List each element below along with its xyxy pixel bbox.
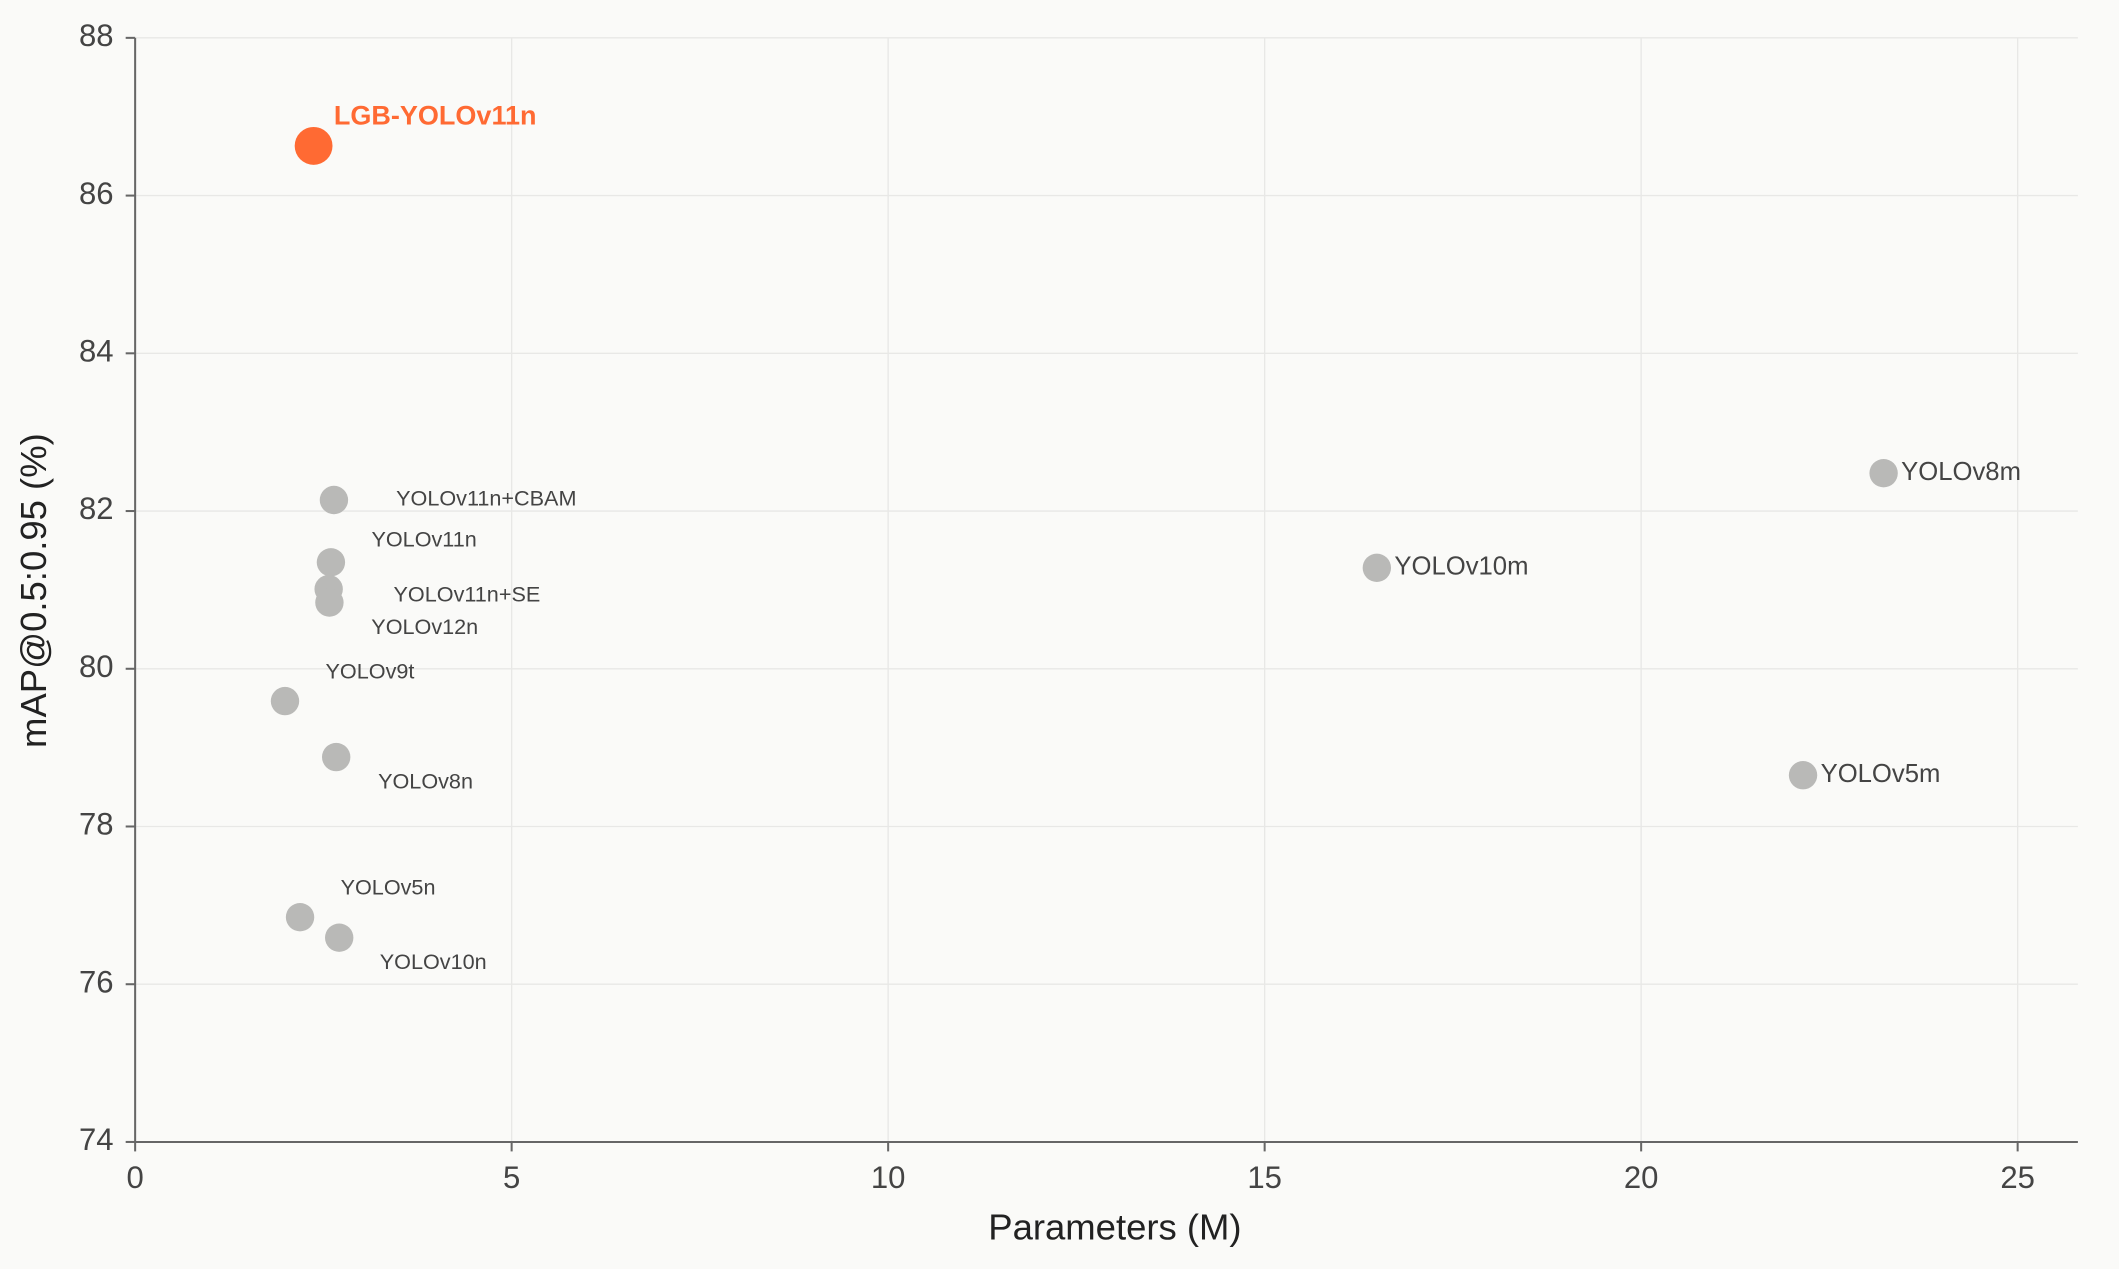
- point: [319, 485, 349, 515]
- point-label: YOLOv12n: [371, 614, 478, 639]
- y-tick-label: 76: [79, 964, 114, 999]
- y-tick-label: 80: [79, 649, 114, 684]
- x-tick-label: 20: [1624, 1160, 1659, 1195]
- point: [322, 742, 351, 772]
- x-tick-label: 15: [1247, 1160, 1282, 1195]
- point: [315, 588, 344, 617]
- point-label: YOLOv8n: [378, 768, 473, 793]
- point: [316, 548, 346, 577]
- point-label: YOLOv5m: [1821, 760, 1941, 788]
- x-tick-label: 5: [503, 1160, 520, 1195]
- point: [294, 126, 333, 165]
- point-label: YOLOv8m: [1901, 458, 2021, 486]
- point-label: YOLOv10n: [380, 949, 487, 974]
- y-tick-label: 82: [79, 491, 114, 526]
- point-label: LGB-YOLOv11n: [334, 101, 537, 131]
- y-tick-label: 88: [79, 18, 114, 53]
- y-axis-label: mAP@0.5:0.95 (%): [13, 433, 54, 748]
- y-tick-label: 84: [79, 334, 114, 369]
- point-label: YOLOv10m: [1394, 553, 1528, 581]
- y-tick-label: 74: [79, 1122, 114, 1157]
- point-label: YOLOv5n: [341, 875, 436, 900]
- point-label: YOLOv11n: [371, 526, 476, 551]
- x-axis-label: Parameters (M): [988, 1206, 1241, 1247]
- y-tick-label: 86: [79, 176, 114, 211]
- point: [1869, 458, 1898, 488]
- x-tick-label: 0: [126, 1160, 143, 1195]
- point: [1362, 553, 1392, 583]
- x-tick-label: 25: [2000, 1160, 2035, 1195]
- point: [1788, 761, 1818, 790]
- point: [270, 686, 300, 716]
- point: [285, 902, 315, 932]
- x-tick-label: 10: [871, 1160, 906, 1195]
- point: [325, 923, 354, 952]
- point-label: YOLOv9t: [326, 658, 415, 683]
- point-label: YOLOv11n+SE: [394, 582, 541, 607]
- y-tick-label: 78: [79, 807, 114, 842]
- point-label: YOLOv11n+CBAM: [396, 486, 576, 511]
